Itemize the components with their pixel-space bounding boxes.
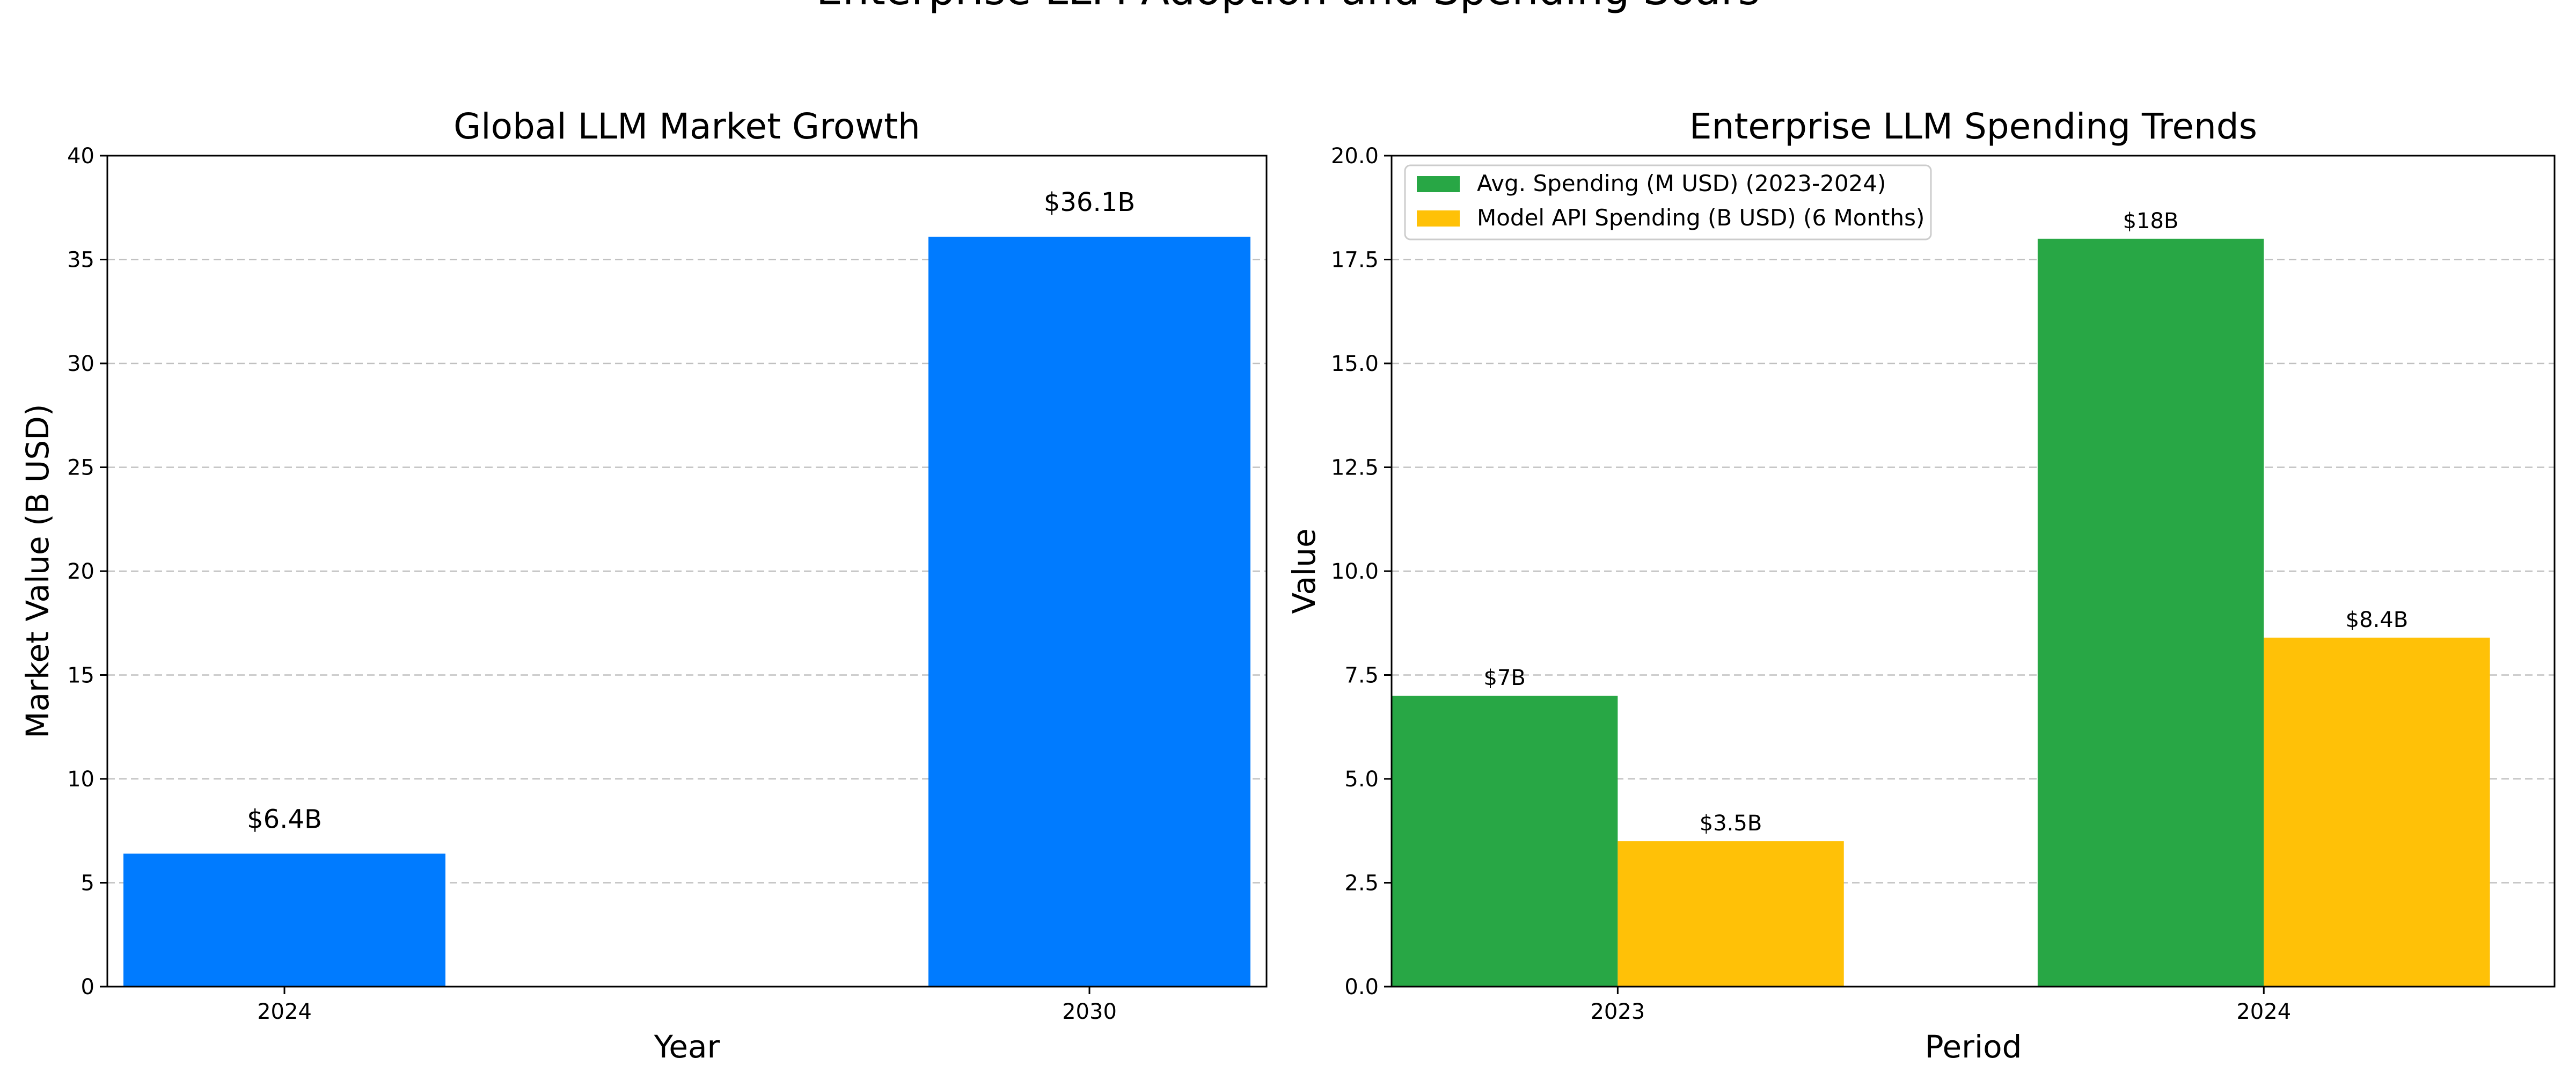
y-tick-label: 15.0 (1331, 352, 1379, 376)
y-tick-label: 15 (67, 663, 94, 688)
y-tick-label: 20.0 (1331, 144, 1379, 169)
y-axis-ticks: 0.0 2.5 5.0 7.5 10.0 12.5 15.0 17.5 20.0 (1331, 144, 1392, 1000)
bar-2024 (123, 853, 445, 987)
legend: Avg. Spending (M USD) (2023-2024) Model … (1404, 164, 1932, 240)
y-axis-label: Market Value (B USD) (19, 404, 56, 739)
y-gridlines (107, 259, 1267, 884)
bars (1392, 238, 2490, 987)
x-tick-label: 2023 (1590, 1000, 1645, 1024)
y-tick-label: 0.0 (1344, 975, 1379, 1000)
chart-title: Enterprise LLM Spending Trends (1689, 106, 2257, 147)
legend-label-api-spending: Model API Spending (B USD) (6 Months) (1477, 205, 1924, 231)
bar-avg-spending-2023 (1392, 696, 1618, 987)
bar-value-label: $7B (1484, 666, 1526, 690)
bar-api-spending-2023 (1618, 841, 1844, 987)
figure-suptitle: Enterprise LLM Adoption and Spending Soa… (816, 0, 1760, 14)
legend-swatch-api-spending (1417, 210, 1460, 227)
chart-spending-trends: Enterprise LLM Spending Trends 0.0 2.5 5.0… (1286, 106, 2556, 1065)
y-tick-label: 25 (67, 456, 94, 480)
y-tick-label: 12.5 (1331, 456, 1379, 480)
y-tick-label: 17.5 (1331, 248, 1379, 273)
bar-value-label: $18B (2123, 209, 2179, 234)
legend-box (1404, 164, 1932, 240)
bar-value-labels: $6.4B $36.1B (247, 187, 1135, 834)
y-tick-label: 5.0 (1344, 767, 1379, 792)
bar-2030 (928, 236, 1250, 987)
y-tick-label: 0 (81, 975, 94, 1000)
y-tick-label: 10 (67, 767, 94, 792)
bar-api-spending-2024 (2264, 637, 2490, 987)
y-tick-label: 7.5 (1344, 663, 1379, 688)
bar-value-labels: $7B $3.5B $18B $8.4B (1484, 209, 2409, 836)
bar-avg-spending-2024 (2037, 238, 2264, 987)
x-tick-label: 2024 (257, 1000, 312, 1024)
x-axis-ticks: 2023 2024 (1590, 987, 2291, 1024)
y-tick-label: 2.5 (1344, 871, 1379, 896)
y-tick-label: 20 (67, 559, 94, 584)
chart-market-growth: Global LLM Market Growth 0 5 10 15 20 25 30 35 4… (19, 106, 1268, 1065)
x-axis-label: Year (654, 1028, 720, 1065)
bar-value-label: $3.5B (1700, 811, 1762, 836)
y-axis-label: Value (1286, 528, 1322, 614)
x-tick-label: 2030 (1062, 1000, 1117, 1024)
y-tick-label: 30 (67, 352, 94, 376)
x-axis-ticks: 2024 2030 (257, 987, 1117, 1024)
legend-label-avg-spending: Avg. Spending (M USD) (2023-2024) (1477, 170, 1886, 196)
bar-value-label: $6.4B (247, 804, 322, 834)
bar-value-label: $36.1B (1044, 187, 1135, 217)
y-tick-label: 40 (67, 144, 94, 169)
bar-value-label: $8.4B (2346, 608, 2409, 632)
legend-swatch-avg-spending (1417, 176, 1460, 192)
y-axis-ticks: 0 5 10 15 20 25 30 35 40 (67, 144, 107, 1000)
x-tick-label: 2024 (2236, 1000, 2291, 1024)
chart-title: Global LLM Market Growth (453, 106, 920, 147)
x-axis-label: Period (1925, 1028, 2022, 1065)
y-tick-label: 5 (81, 871, 94, 896)
y-tick-label: 35 (67, 248, 94, 273)
y-tick-label: 10.0 (1331, 559, 1379, 584)
bars (123, 236, 1250, 987)
